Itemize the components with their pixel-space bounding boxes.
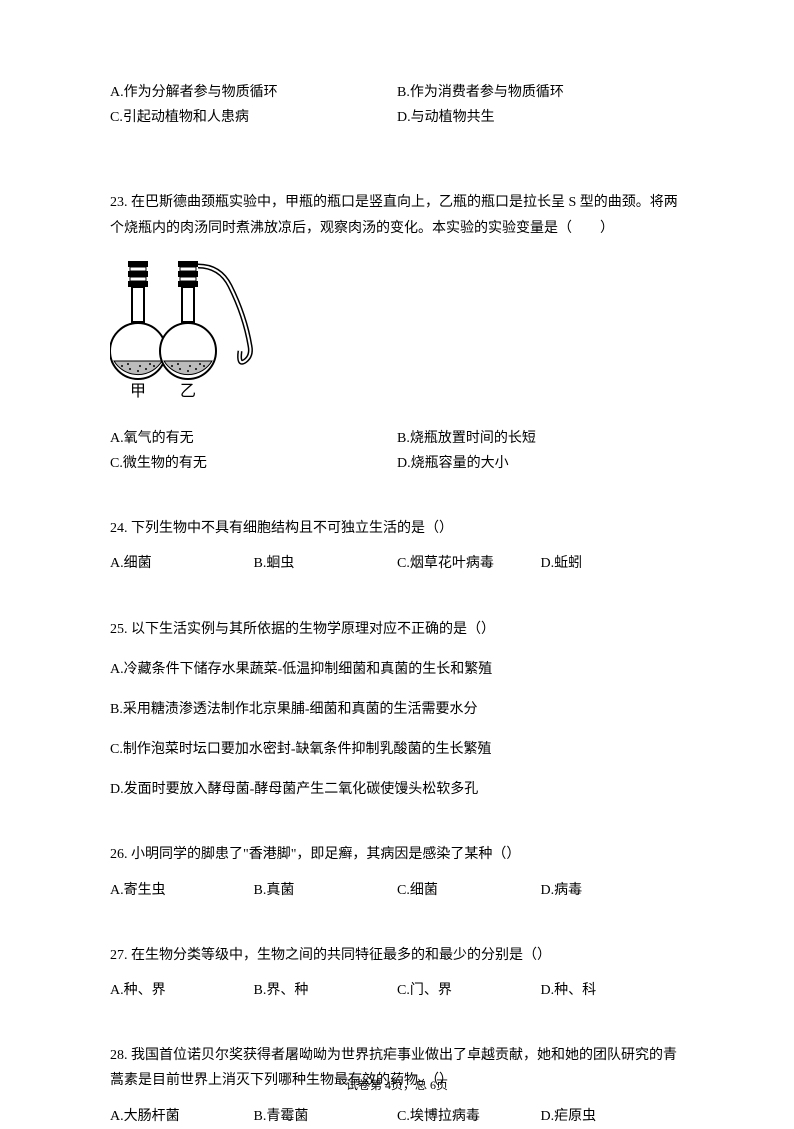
- question-22-options: A.作为分解者参与物质循环 B.作为消费者参与物质循环 C.引起动植物和人患病 …: [110, 80, 684, 130]
- option-b: B.青霉菌: [254, 1104, 398, 1129]
- question-text: 23. 在巴斯德曲颈瓶实验中，甲瓶的瓶口是竖直向上，乙瓶的瓶口是拉长呈 S 型的…: [110, 190, 684, 240]
- options-row: A.细菌 B.蛔虫 C.烟草花叶病毒 D.蚯蚓: [110, 551, 684, 576]
- option-d: D.与动植物共生: [397, 105, 684, 130]
- option-a: A.作为分解者参与物质循环: [110, 80, 397, 105]
- option-d: D.发面时要放入酵母菌-酵母菌产生二氧化碳使馒头松软多孔: [110, 777, 684, 802]
- question-body: 以下生活实例与其所依据的生物学原理对应不正确的是（）: [131, 622, 495, 637]
- question-body: 在生物分类等级中，生物之间的共同特征最多的和最少的分别是（）: [131, 948, 551, 963]
- option-d: D.蚯蚓: [541, 551, 685, 576]
- flask-diagram: 甲 乙: [110, 256, 684, 411]
- question-body: 下列生物中不具有细胞结构且不可独立生活的是（）: [131, 521, 453, 536]
- question-number: 28.: [110, 1048, 128, 1063]
- option-c: C.细菌: [397, 878, 541, 903]
- question-text: 27. 在生物分类等级中，生物之间的共同特征最多的和最少的分别是（）: [110, 943, 684, 968]
- option-b: B.真菌: [254, 878, 398, 903]
- option-a: A.种、界: [110, 978, 254, 1003]
- option-b: B.采用糖渍渗透法制作北京果脯-细菌和真菌的生活需要水分: [110, 697, 684, 722]
- footer-text: 试卷第 4页，总 6页: [346, 1078, 448, 1092]
- option-a: A.冷藏条件下储存水果蔬菜-低温抑制细菌和真菌的生长和繁殖: [110, 657, 684, 682]
- question-text: 25. 以下生活实例与其所依据的生物学原理对应不正确的是（）: [110, 617, 684, 642]
- question-text: 26. 小明同学的脚患了"香港脚"，即足癣，其病因是感染了某种（）: [110, 842, 684, 867]
- question-number: 25.: [110, 622, 128, 637]
- option-a: A.寄生虫: [110, 878, 254, 903]
- option-c: C.烟草花叶病毒: [397, 551, 541, 576]
- option-c: C.制作泡菜时坛口要加水密封-缺氧条件抑制乳酸菌的生长繁殖: [110, 737, 684, 762]
- option-c: C.引起动植物和人患病: [110, 105, 397, 130]
- options-row: A.作为分解者参与物质循环 B.作为消费者参与物质循环: [110, 80, 684, 105]
- option-d: D.疟原虫: [541, 1104, 685, 1129]
- option-b: B.作为消费者参与物质循环: [397, 80, 684, 105]
- option-a: A.细菌: [110, 551, 254, 576]
- options-row: C.引起动植物和人患病 D.与动植物共生: [110, 105, 684, 130]
- option-a: A.大肠杆菌: [110, 1104, 254, 1129]
- question-body: 小明同学的脚患了"香港脚"，即足癣，其病因是感染了某种（）: [131, 847, 520, 862]
- options-row: A.大肠杆菌 B.青霉菌 C.埃博拉病毒 D.疟原虫: [110, 1104, 684, 1129]
- question-text: 24. 下列生物中不具有细胞结构且不可独立生活的是（）: [110, 516, 684, 541]
- question-number: 23.: [110, 195, 128, 210]
- option-a: A.氧气的有无: [110, 426, 397, 451]
- flask-label-left: 甲: [130, 383, 146, 400]
- flask-label-right: 乙: [180, 383, 196, 400]
- option-d: D.种、科: [541, 978, 685, 1003]
- option-b: B.烧瓶放置时间的长短: [397, 426, 684, 451]
- question-23: 23. 在巴斯德曲颈瓶实验中，甲瓶的瓶口是竖直向上，乙瓶的瓶口是拉长呈 S 型的…: [110, 190, 684, 476]
- options-row: C.微生物的有无 D.烧瓶容量的大小: [110, 451, 684, 476]
- option-b: B.蛔虫: [254, 551, 398, 576]
- option-c: C.门、界: [397, 978, 541, 1003]
- options-row: A.氧气的有无 B.烧瓶放置时间的长短: [110, 426, 684, 451]
- option-c: C.埃博拉病毒: [397, 1104, 541, 1129]
- question-number: 27.: [110, 948, 128, 963]
- options-row: A.种、界 B.界、种 C.门、界 D.种、科: [110, 978, 684, 1003]
- question-24: 24. 下列生物中不具有细胞结构且不可独立生活的是（） A.细菌 B.蛔虫 C.…: [110, 516, 684, 576]
- page-footer: 试卷第 4页，总 6页: [0, 1076, 794, 1093]
- question-number: 26.: [110, 847, 128, 862]
- question-27: 27. 在生物分类等级中，生物之间的共同特征最多的和最少的分别是（） A.种、界…: [110, 943, 684, 1003]
- option-b: B.界、种: [254, 978, 398, 1003]
- question-body: 在巴斯德曲颈瓶实验中，甲瓶的瓶口是竖直向上，乙瓶的瓶口是拉长呈 S 型的曲颈。将…: [110, 195, 678, 235]
- options-row: A.寄生虫 B.真菌 C.细菌 D.病毒: [110, 878, 684, 903]
- option-c: C.微生物的有无: [110, 451, 397, 476]
- question-number: 24.: [110, 521, 128, 536]
- option-d: D.病毒: [541, 878, 685, 903]
- question-25: 25. 以下生活实例与其所依据的生物学原理对应不正确的是（） A.冷藏条件下储存…: [110, 617, 684, 803]
- flask-svg: 甲 乙: [110, 256, 270, 406]
- question-26: 26. 小明同学的脚患了"香港脚"，即足癣，其病因是感染了某种（） A.寄生虫 …: [110, 842, 684, 902]
- option-d: D.烧瓶容量的大小: [397, 451, 684, 476]
